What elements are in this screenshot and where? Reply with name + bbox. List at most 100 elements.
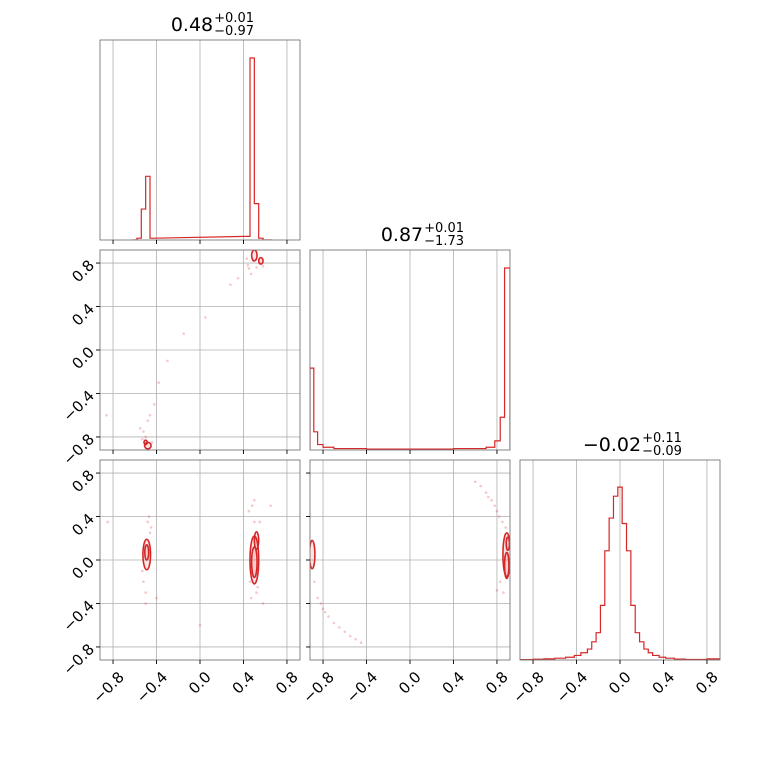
scatter-point — [490, 498, 493, 502]
x-tick-label: −0.4 — [343, 668, 381, 706]
scatter-point — [343, 630, 347, 634]
contour-level — [143, 439, 149, 446]
contour-content — [105, 250, 265, 450]
scatter-point — [327, 615, 330, 618]
histogram-panel-2: 0.87 +0.01−1.73 — [309, 221, 511, 454]
scatter-point — [319, 602, 323, 605]
y-tick-label: 0.8 — [68, 466, 98, 496]
y-tick-label: 0.4 — [68, 300, 98, 330]
y-tick-label: −0.8 — [60, 640, 98, 678]
contour-level — [257, 256, 264, 265]
histogram-line — [310, 267, 510, 450]
scatter-point — [258, 520, 262, 524]
gridlines — [532, 460, 708, 660]
x-tick-label: 0.0 — [185, 668, 215, 698]
scatter-point — [253, 520, 256, 524]
scatter-point — [246, 263, 250, 267]
gridlines — [100, 460, 300, 660]
scatter-point — [501, 520, 504, 524]
scatter-point — [182, 332, 185, 335]
y-tick-label: 0.0 — [68, 343, 98, 373]
scatter-point — [147, 515, 151, 518]
x-tick-label: −0.4 — [553, 668, 591, 706]
scatter-point — [148, 413, 152, 417]
y-tick-label: 0.4 — [68, 510, 98, 540]
scatter-point — [198, 623, 202, 627]
scatter-point — [338, 626, 341, 629]
scatter-point — [247, 509, 251, 513]
scatter-point — [493, 504, 497, 507]
x-tick-label: 0.8 — [272, 668, 302, 698]
param-title-2: 0.87 — [381, 224, 423, 246]
scatter-point — [141, 437, 144, 441]
scatter-point — [248, 580, 252, 584]
scatter-point — [144, 435, 147, 439]
scatter-point — [316, 596, 319, 600]
scatter-point — [495, 509, 499, 513]
contour-content — [106, 498, 272, 627]
scatter-point — [142, 580, 145, 584]
scatter-point — [479, 484, 482, 488]
scatter-point — [157, 381, 160, 384]
x-tick-label: 0.4 — [229, 668, 259, 698]
scatter-point — [144, 602, 147, 605]
contour-level — [143, 543, 150, 561]
scatter-point — [473, 480, 477, 484]
scatter-point — [144, 591, 147, 594]
scatter-point — [153, 403, 156, 406]
scatter-point — [146, 419, 150, 422]
param-title-upper-error: +0.01 — [424, 221, 464, 236]
scatter-point — [484, 491, 488, 494]
x-tick-label: 0.4 — [649, 668, 679, 698]
scatter-point — [250, 504, 254, 507]
scatter-point — [155, 596, 158, 600]
contour-panel-1-2: −0.8 −0.4 0.0 0.4 0.8 — [60, 249, 301, 469]
scatter-point — [141, 569, 144, 573]
scatter-point — [486, 495, 490, 499]
x-tick-label: −0.8 — [89, 668, 127, 706]
scatter-point — [249, 596, 253, 600]
histogram-panel-1: 0.48 +0.01−0.97 — [99, 11, 301, 244]
scatter-point — [269, 504, 272, 507]
y-tick-label: −0.4 — [60, 387, 98, 425]
x-tick-label: −0.4 — [133, 668, 171, 706]
param-title-lower-error: −0.09 — [642, 444, 682, 459]
gridlines — [112, 40, 288, 240]
scatter-point — [255, 266, 258, 269]
y-tick-label: −0.4 — [60, 597, 98, 635]
scatter-point — [149, 526, 153, 529]
y-tick-label: −0.8 — [60, 430, 98, 468]
scatter-point — [359, 641, 363, 644]
scatter-point — [247, 267, 251, 270]
scatter-point — [138, 426, 142, 430]
scatter-point — [313, 580, 316, 584]
scatter-point — [256, 585, 259, 589]
contour-level — [250, 250, 258, 262]
x-tick-label: 0.0 — [605, 668, 635, 698]
scatter-point — [204, 316, 207, 319]
histogram-panel-3: −0.8 −0.4 0.0 0.4 0.8 −0.02 +0.11−0.09 — [509, 431, 721, 707]
scatter-point — [261, 265, 265, 268]
gridlines — [310, 460, 510, 660]
histogram-line — [520, 486, 720, 660]
param-title-lower-error: −1.73 — [424, 234, 464, 249]
contour-panel-2-3: −0.8 −0.4 0.0 0.4 0.8 — [299, 459, 512, 707]
x-tick-label: −0.8 — [299, 668, 337, 706]
scatter-point — [146, 520, 150, 524]
param-title-1: 0.48 — [171, 14, 213, 36]
scatter-point — [253, 498, 256, 502]
scatter-point — [105, 413, 108, 417]
param-title-lower-error: −0.97 — [214, 24, 254, 39]
contour-level — [503, 551, 510, 580]
histogram-line — [132, 57, 272, 240]
scatter-point — [106, 520, 109, 524]
scatter-point — [495, 589, 499, 592]
gridlines — [100, 250, 300, 450]
scatter-point — [321, 607, 325, 611]
param-title-upper-error: +0.11 — [642, 431, 682, 446]
gridlines — [322, 250, 498, 450]
scatter-point — [498, 580, 502, 584]
scatter-point — [148, 531, 152, 535]
x-tick-label: 0.8 — [482, 668, 512, 698]
